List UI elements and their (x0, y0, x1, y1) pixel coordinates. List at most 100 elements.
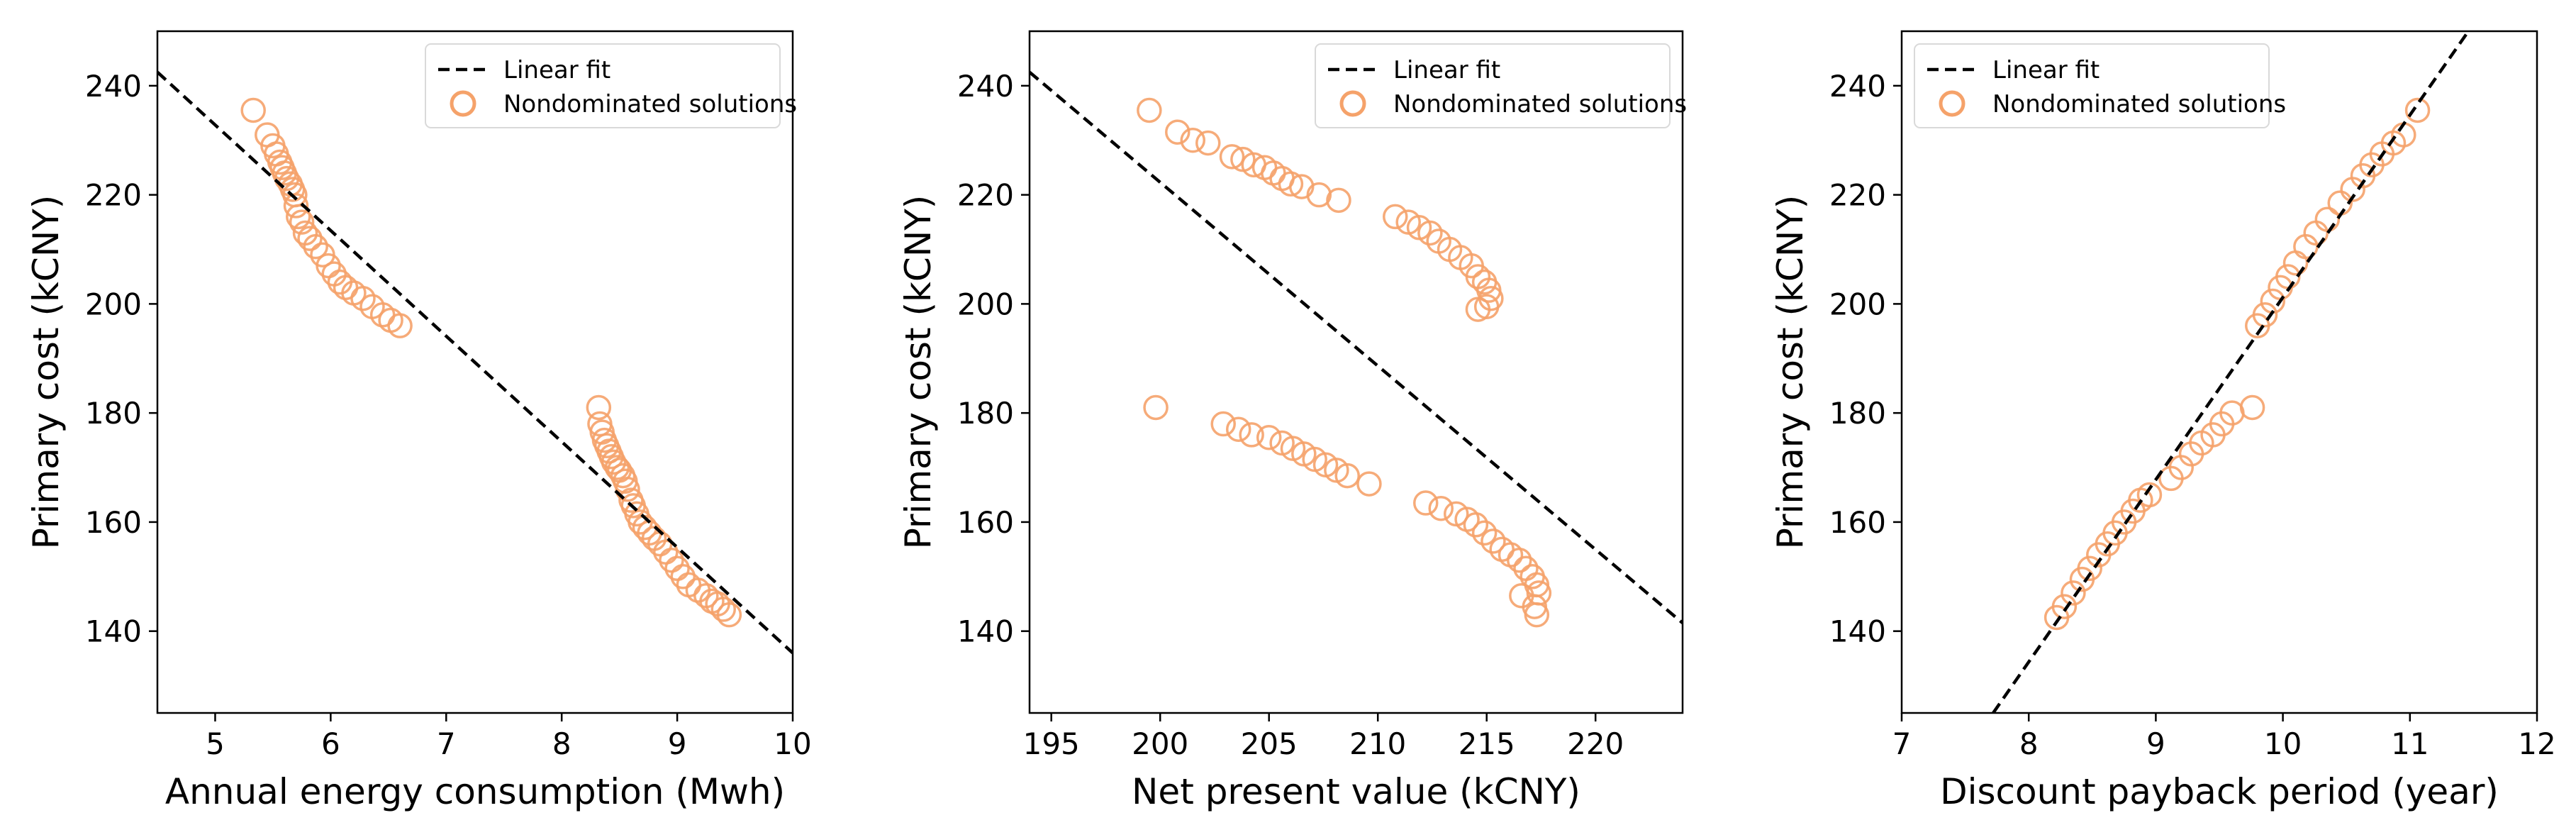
scatter-point (716, 602, 742, 628)
x-tick-label: 210 (1349, 726, 1406, 761)
y-tick-label: 200 (1829, 287, 1886, 321)
legend-box (1914, 43, 2270, 128)
scatter-point (670, 564, 696, 590)
x-tick-label: 215 (1459, 726, 1515, 761)
scatter-point (333, 275, 359, 301)
y-tick-label: 180 (957, 396, 1014, 431)
scatter-point (1143, 394, 1169, 421)
scatter-point (1417, 220, 1443, 246)
x-tick-label: 7 (1892, 726, 1912, 761)
x-tick-label: 12 (2518, 726, 2555, 761)
scatter-point (2077, 555, 2102, 582)
x-tick-label: 220 (1567, 726, 1624, 761)
scatter-point (321, 261, 347, 287)
legend-scatter-label: Nondominated solutions (503, 90, 797, 118)
scatter-point (1165, 119, 1191, 145)
scatter-point (1356, 471, 1382, 497)
scatter-point (1195, 130, 1221, 156)
x-axis-label: Net present value (kCNY) (1132, 771, 1580, 812)
y-tick-label: 160 (1829, 505, 1886, 540)
legend: Linear fit Nondominated solutions (1315, 43, 1687, 128)
scatter-point (1471, 520, 1498, 546)
chart-panel-3: 7 8 9 10 11 12 140 160 180 200 220 240 Discount payb… (1770, 30, 2556, 812)
legend-fit-label: Linear fit (1992, 56, 2100, 84)
scatter-point (1210, 411, 1236, 437)
legend: Linear fit Nondominated solutions (1914, 43, 2286, 128)
x-tick-label: 7 (437, 726, 456, 761)
scatter-point (297, 226, 323, 251)
x-tick-label: 10 (2264, 726, 2302, 761)
plot-frame (1900, 30, 2538, 714)
x-axis-label: Discount payback period (year) (1940, 771, 2499, 812)
scatter-point (1522, 594, 1547, 619)
scatter-point (387, 313, 413, 338)
legend: Linear fit Nondominated solutions (425, 43, 797, 128)
scatter-point (1465, 297, 1491, 322)
y-tick-label: 180 (1829, 396, 1886, 431)
y-tick-label: 140 (85, 614, 142, 649)
y-tick-label: 220 (957, 178, 1014, 213)
scatter-point (303, 233, 328, 260)
y-tick-label: 240 (1829, 69, 1886, 104)
scatter-point (710, 597, 737, 622)
y-tick-label: 160 (957, 505, 1014, 540)
scatter-point (1334, 463, 1360, 489)
plot-frame (156, 30, 794, 714)
scatter-point (2051, 594, 2078, 619)
x-tick-label: 200 (1132, 726, 1188, 761)
scatter-point (1481, 529, 1506, 554)
y-tick-label: 240 (85, 69, 142, 104)
x-tick-label: 5 (206, 726, 225, 761)
linear-fit-line (157, 70, 793, 655)
scatter-point (586, 394, 612, 421)
scatter-point (659, 547, 684, 573)
x-tick-label: 8 (2019, 726, 2039, 761)
scatter-point (2239, 394, 2265, 421)
plot-frame (1028, 30, 1684, 714)
linear-fit-line (1992, 31, 2470, 713)
scatter-point (2136, 482, 2163, 508)
scatter-point (1137, 97, 1162, 123)
scatter-point (1383, 204, 1408, 230)
scatter-point (2314, 206, 2341, 232)
scatter-point (615, 477, 640, 502)
x-tick-label: 195 (1023, 726, 1080, 761)
y-tick-label: 220 (1829, 178, 1886, 213)
scatter-point (1256, 425, 1282, 450)
y-tick-label: 200 (957, 287, 1014, 321)
scatter-point (1219, 144, 1245, 170)
chart-panel-1: 5 6 7 8 9 10 140 160 180 200 220 240 Annual energy c… (26, 30, 812, 812)
scatter-point (316, 253, 341, 279)
scatter-point (1278, 171, 1304, 197)
scatter-point (2404, 97, 2431, 123)
linear-fit-line (1030, 70, 1683, 624)
scatter-point (289, 209, 315, 235)
x-tick-label: 11 (2391, 726, 2429, 761)
x-tick-label: 205 (1241, 726, 1298, 761)
chart-panel-2: 195 200 205 210 215 220 140 160 180 200 220 240 Net … (898, 30, 1687, 812)
scatter-point (1180, 128, 1205, 153)
y-tick-label: 180 (85, 396, 142, 431)
scatter-series (240, 97, 742, 628)
legend-box (425, 43, 781, 128)
scatter-point (664, 555, 690, 582)
x-tick-label: 6 (321, 726, 340, 761)
scatter-point (1326, 187, 1351, 214)
scatter-point (2252, 302, 2278, 328)
y-tick-label: 160 (85, 505, 142, 540)
x-tick-label: 9 (668, 726, 687, 761)
scatter-point (285, 204, 311, 230)
x-tick-label: 8 (552, 726, 571, 761)
y-axis-label: Primary cost (kCNY) (1770, 195, 1811, 550)
legend-scatter-swatch (1339, 90, 1366, 117)
legend-fit-label: Linear fit (503, 56, 610, 84)
y-axis-label: Primary cost (kCNY) (26, 195, 67, 550)
x-tick-label: 10 (774, 726, 811, 761)
y-tick-label: 220 (85, 178, 142, 213)
y-tick-label: 140 (1829, 614, 1886, 649)
scatter-point (601, 449, 627, 475)
legend-scatter-swatch (1939, 90, 1966, 117)
scatter-point (1412, 490, 1439, 516)
scatter-point (604, 455, 630, 480)
